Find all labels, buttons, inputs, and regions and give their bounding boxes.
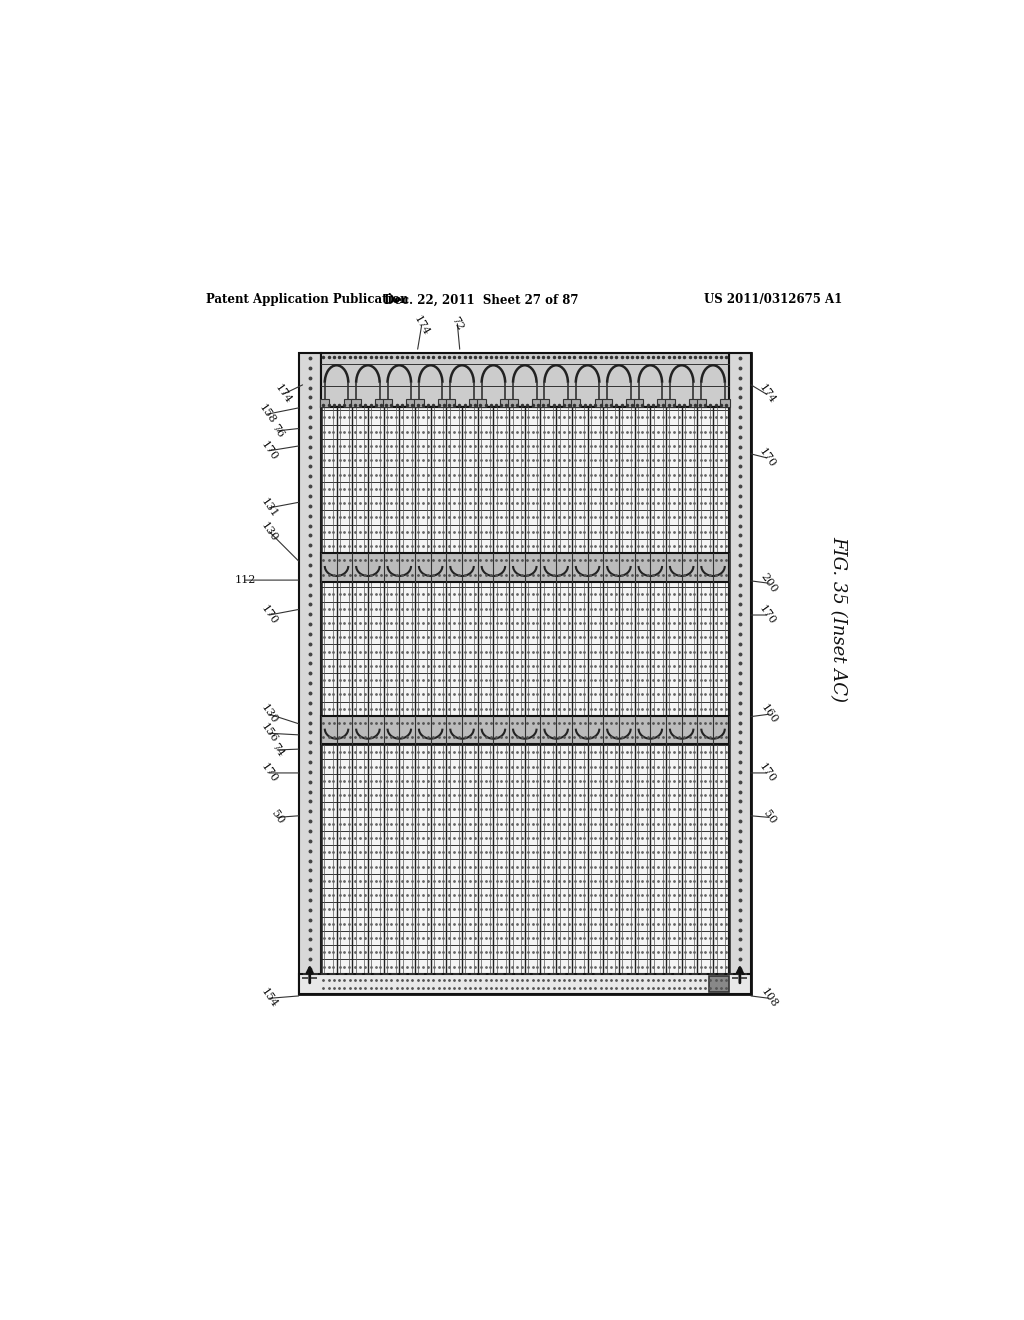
Text: FIG. 35 (Inset AC): FIG. 35 (Inset AC) [829,536,847,702]
Bar [626,399,636,407]
Text: 130: 130 [259,702,280,726]
Text: US 2011/0312675 A1: US 2011/0312675 A1 [703,293,842,306]
Bar [696,399,706,407]
Bar [375,399,384,407]
Bar [299,354,321,994]
Text: 170: 170 [259,440,280,462]
Bar [321,354,729,407]
Text: 74: 74 [269,742,286,759]
Bar [351,399,360,407]
Text: 160: 160 [759,702,779,726]
Bar [689,399,698,407]
Bar [407,399,416,407]
Bar [501,399,510,407]
Text: 131: 131 [259,496,280,520]
Text: 170: 170 [757,603,777,627]
Bar [709,975,729,991]
Bar [383,399,392,407]
Bar [321,715,729,744]
Text: 156: 156 [259,722,280,744]
Bar [508,399,518,407]
Bar [299,974,751,994]
Bar [666,399,675,407]
Bar [531,399,542,407]
Text: 170: 170 [259,603,280,627]
Bar [571,399,581,407]
Bar [657,399,667,407]
Text: 174: 174 [272,383,293,407]
Bar [540,399,549,407]
Bar [563,399,572,407]
Text: 112: 112 [234,576,256,585]
Text: 200: 200 [759,572,779,595]
Text: 130: 130 [259,520,280,544]
Text: 154: 154 [259,987,280,1010]
Text: Patent Application Publication: Patent Application Publication [206,293,409,306]
Bar [321,553,729,582]
Bar [414,399,424,407]
Text: 174: 174 [412,314,431,337]
Bar [469,399,478,407]
Text: 170: 170 [757,762,777,784]
Bar [321,399,330,407]
Text: 174: 174 [757,383,777,407]
Text: 170: 170 [757,446,777,470]
Bar [299,354,751,994]
Bar [477,399,486,407]
Text: 50: 50 [269,809,286,826]
Text: 76: 76 [269,422,286,440]
Text: Dec. 22, 2011  Sheet 27 of 87: Dec. 22, 2011 Sheet 27 of 87 [384,293,579,306]
Bar [595,399,604,407]
Bar [445,399,455,407]
Bar [720,399,729,407]
Bar [729,354,751,994]
Text: 72: 72 [450,315,465,333]
Bar [602,399,612,407]
Bar [437,399,447,407]
Text: 158: 158 [257,403,278,426]
Bar [344,399,353,407]
Text: 50: 50 [761,809,777,826]
Text: 108: 108 [759,987,779,1010]
Bar [634,399,643,407]
Text: 170: 170 [259,762,280,784]
